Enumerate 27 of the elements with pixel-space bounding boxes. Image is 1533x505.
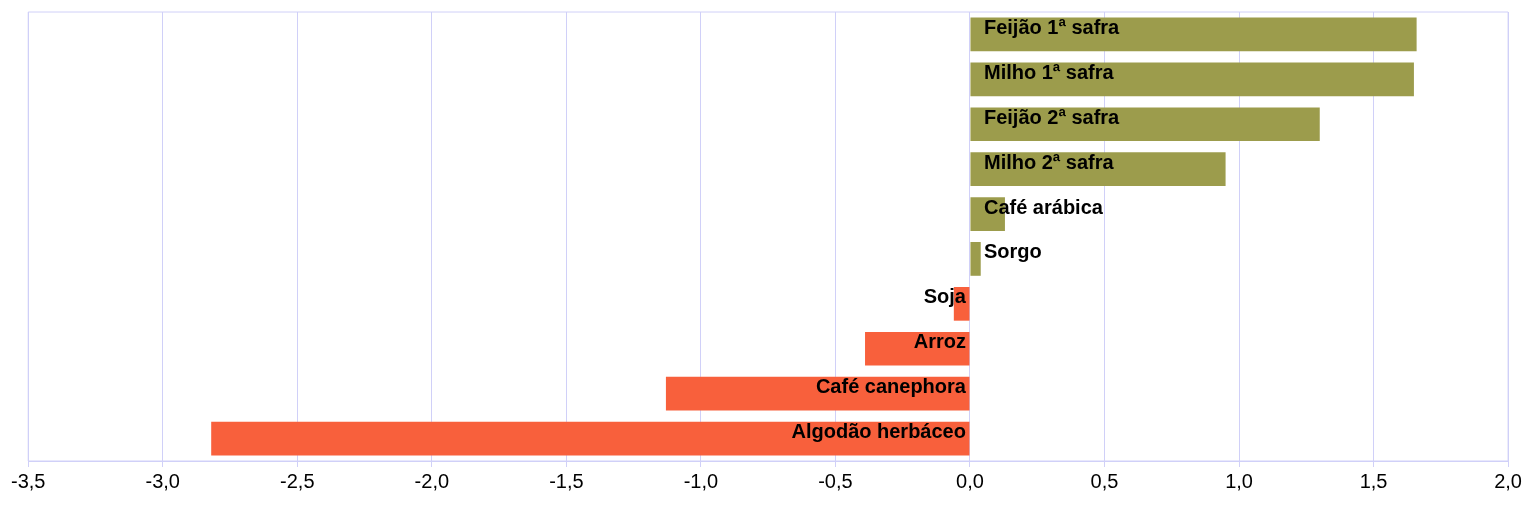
y-tick-label: Café canephora xyxy=(815,375,967,398)
x-tick-label: -1,0 xyxy=(683,469,719,492)
bar xyxy=(865,331,970,366)
x-tick-label: -1,5 xyxy=(549,469,584,492)
x-tick-label: -3,0 xyxy=(145,469,180,492)
y-tick-label: Algodão herbáceo xyxy=(791,420,966,443)
bar xyxy=(970,17,1417,52)
y-tick-label: Feijão 1ª safra xyxy=(983,15,1121,38)
bar xyxy=(970,242,981,276)
x-tick-label: -3,5 xyxy=(11,469,46,492)
y-tick-label: Milho 2ª safra xyxy=(983,150,1115,173)
y-tick-label: Milho 1ª safra xyxy=(983,60,1115,83)
x-tick-label: -2,0 xyxy=(414,469,450,492)
x-tick-label: -2,5 xyxy=(280,469,315,492)
x-tick-label: 0,5 xyxy=(1090,469,1119,492)
x-tick-label: 1,0 xyxy=(1225,469,1253,492)
x-tick-label: 0,0 xyxy=(956,469,984,492)
y-tick-label: Feijão 2ª safra xyxy=(983,105,1121,128)
x-tick-label: 2,0 xyxy=(1494,469,1522,492)
x-tick-label: 1,5 xyxy=(1359,469,1388,492)
y-tick-label: Sorgo xyxy=(983,240,1042,263)
bar xyxy=(970,62,1414,97)
bar xyxy=(970,152,1226,186)
bar xyxy=(211,421,970,456)
bar xyxy=(970,107,1320,142)
x-tick-label: -0,5 xyxy=(818,469,853,492)
y-tick-label: Arroz xyxy=(913,330,966,353)
